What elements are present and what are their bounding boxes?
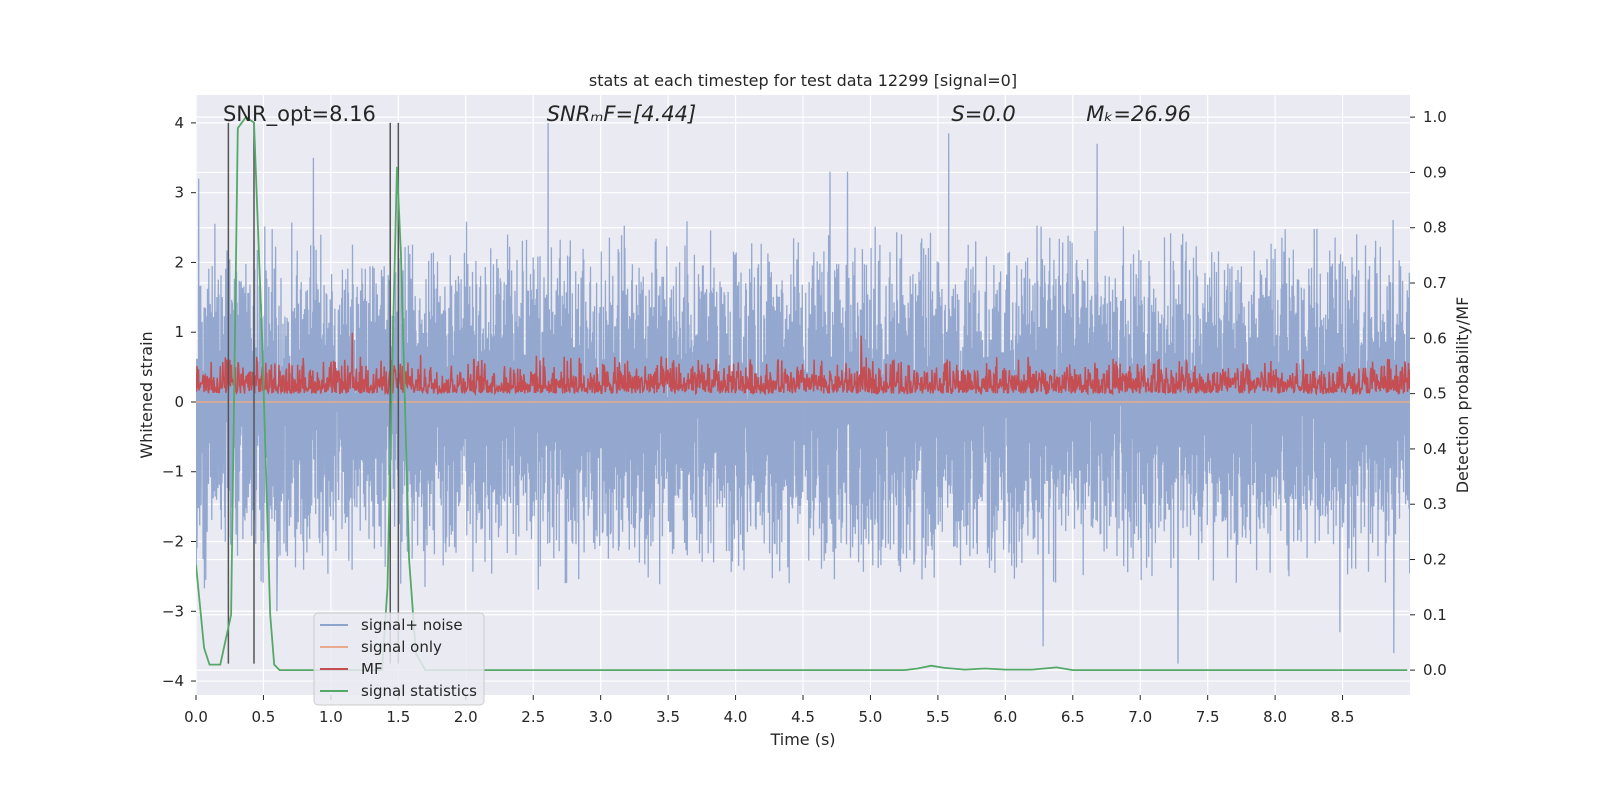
legend-label: signal only <box>361 638 442 656</box>
line-signal-statistics <box>196 115 1408 671</box>
series-signal-statistics <box>196 115 1408 671</box>
x-tick-label: 0.5 <box>252 708 276 726</box>
x-tick-label: 8.5 <box>1331 708 1355 726</box>
x-tick-label: 3.5 <box>656 708 680 726</box>
x-tick-label: 1.0 <box>319 708 343 726</box>
x-tick-label: 0.0 <box>184 708 208 726</box>
x-tick-label: 8.0 <box>1263 708 1287 726</box>
y2-tick-label: 0.0 <box>1423 661 1447 679</box>
y-tick-label: −1 <box>162 463 184 481</box>
y2-tick-label: 0.2 <box>1423 551 1447 569</box>
y2-tick-label: 0.3 <box>1423 495 1447 513</box>
y-tick-label: −2 <box>162 533 184 551</box>
y-axis-right: 1.0 0.9 0.8 0.7 0.6 0.5 0.4 0.3 0.2 0.1 0.0 <box>1410 108 1447 679</box>
legend: signal+ noise signal only MF signal statist… <box>313 612 485 706</box>
y-axis-left: 4 3 2 1 0 −1 −2 −3 −4 <box>162 114 196 690</box>
x-tick-label: 5.0 <box>859 708 883 726</box>
chart-title: stats at each timestep for test data 122… <box>589 71 1017 90</box>
y-tick-label: 3 <box>174 184 184 202</box>
y-tick-label: 2 <box>174 253 184 271</box>
y2-tick-label: 0.1 <box>1423 606 1447 624</box>
annotation-text: S=0.0 <box>951 102 1015 126</box>
y2-tick-label: 0.7 <box>1423 274 1447 292</box>
x-tick-label: 7.0 <box>1128 708 1152 726</box>
y-tick-label: 0 <box>174 393 184 411</box>
legend-label: signal statistics <box>361 682 477 700</box>
x-tick-label: 2.0 <box>454 708 478 726</box>
x-tick-label: 4.0 <box>724 708 748 726</box>
y2-tick-label: 0.9 <box>1423 163 1447 181</box>
x-tick-label: 7.5 <box>1196 708 1220 726</box>
y2-tick-label: 0.8 <box>1423 219 1447 237</box>
y2-axis-label: Detection probability/MF <box>1453 297 1472 494</box>
vertical-markers <box>227 122 400 664</box>
y2-tick-label: 0.4 <box>1423 440 1447 458</box>
x-axis-label: Time (s) <box>769 730 835 749</box>
x-tick-label: 5.5 <box>926 708 950 726</box>
x-tick-label: 6.5 <box>1061 708 1085 726</box>
y2-tick-label: 0.6 <box>1423 329 1447 347</box>
annotations: SNR_opt=8.16 SNRₘF=[4.44] S=0.0 Mₖ=26.96 <box>223 102 1191 127</box>
annotation-text: Mₖ=26.96 <box>1086 102 1191 126</box>
annotation-text: SNR_opt=8.16 <box>223 102 376 127</box>
y-tick-label: 1 <box>174 323 184 341</box>
y-axis-label: Whitened strain <box>137 331 156 458</box>
plot-content <box>196 115 1410 671</box>
x-tick-label: 3.0 <box>589 708 613 726</box>
annotation-text: SNRₘF=[4.44] <box>547 102 697 126</box>
legend-box <box>313 612 485 706</box>
y2-tick-label: 1.0 <box>1423 108 1447 126</box>
x-tick-label: 6.0 <box>993 708 1017 726</box>
legend-label: signal+ noise <box>361 616 463 634</box>
legend-label: MF <box>361 660 383 678</box>
x-tick-label: 1.5 <box>386 708 410 726</box>
y-tick-label: −3 <box>162 602 184 620</box>
y-tick-label: 4 <box>174 114 184 132</box>
y2-tick-label: 0.5 <box>1423 385 1447 403</box>
y-tick-label: −4 <box>162 672 184 690</box>
x-tick-label: 4.5 <box>791 708 815 726</box>
x-axis: 0.0 0.5 1.0 1.5 2.0 2.5 3.0 3.5 4.0 4.5 5.0 5.5 6.0 6… <box>184 695 1354 726</box>
x-tick-label: 2.5 <box>521 708 545 726</box>
